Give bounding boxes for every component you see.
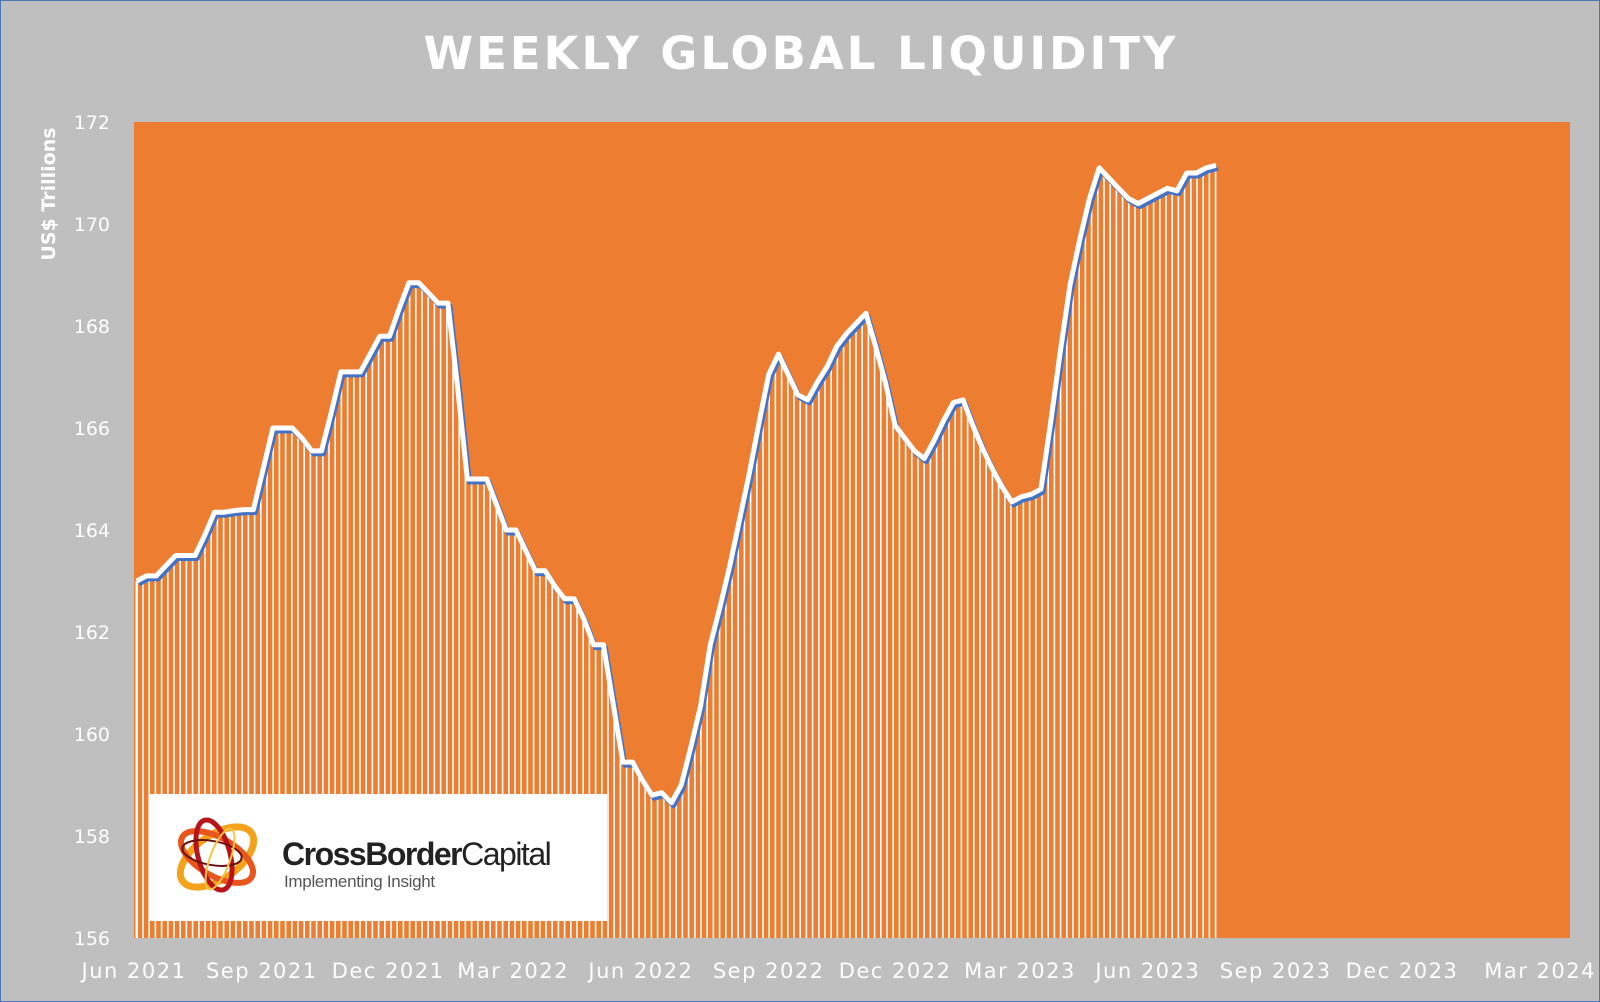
y-tick-label: 164 (74, 520, 110, 542)
x-tick-label: Mar 2022 (457, 959, 569, 983)
x-tick-label: Sep 2023 (1220, 959, 1332, 983)
x-tick-label: Jun 2022 (586, 959, 693, 983)
x-tick-label: Sep 2021 (206, 959, 318, 983)
y-tick-label: 160 (74, 724, 110, 746)
x-tick-label: Dec 2022 (839, 959, 952, 983)
y-tick-label: 170 (74, 214, 110, 236)
x-tick-label: Sep 2022 (713, 959, 825, 983)
y-tick-label: 158 (74, 826, 110, 848)
y-tick-label: 166 (74, 418, 110, 440)
y-tick-label: 168 (74, 316, 110, 338)
crossborder-capital-logo: CrossBorderCapital Implementing Insight (150, 794, 607, 921)
logo-name-regular: Capital (461, 836, 552, 872)
y-tick-label: 156 (74, 928, 110, 950)
x-tick-label: Mar 2023 (964, 959, 1076, 983)
logo-name: CrossBorderCapital (282, 836, 552, 873)
x-tick-label: Jun 2023 (1093, 959, 1200, 983)
globe-rings-icon (176, 817, 258, 893)
y-tick-label: 162 (74, 622, 110, 644)
x-tick-label: Mar 2024 (1484, 959, 1596, 983)
logo-name-bold: CrossBorder (282, 836, 463, 872)
x-axis-ticks: Jun 2021 Sep 2021 Dec 2021 Mar 2022 Jun 2022… (80, 959, 1596, 983)
series-line-shadow (137, 165, 1219, 809)
x-tick-label: Jun 2021 (80, 959, 187, 983)
y-axis-ticks: 156 158 160 162 164 166 168 170 172 (74, 112, 110, 950)
series-line (135, 162, 1217, 806)
logo-tagline: Implementing Insight (284, 872, 435, 891)
y-tick-label: 172 (74, 112, 110, 134)
x-tick-label: Dec 2023 (1346, 959, 1459, 983)
chart-title: WEEKLY GLOBAL LIQUIDITY (423, 27, 1179, 80)
x-tick-label: Dec 2021 (332, 959, 445, 983)
